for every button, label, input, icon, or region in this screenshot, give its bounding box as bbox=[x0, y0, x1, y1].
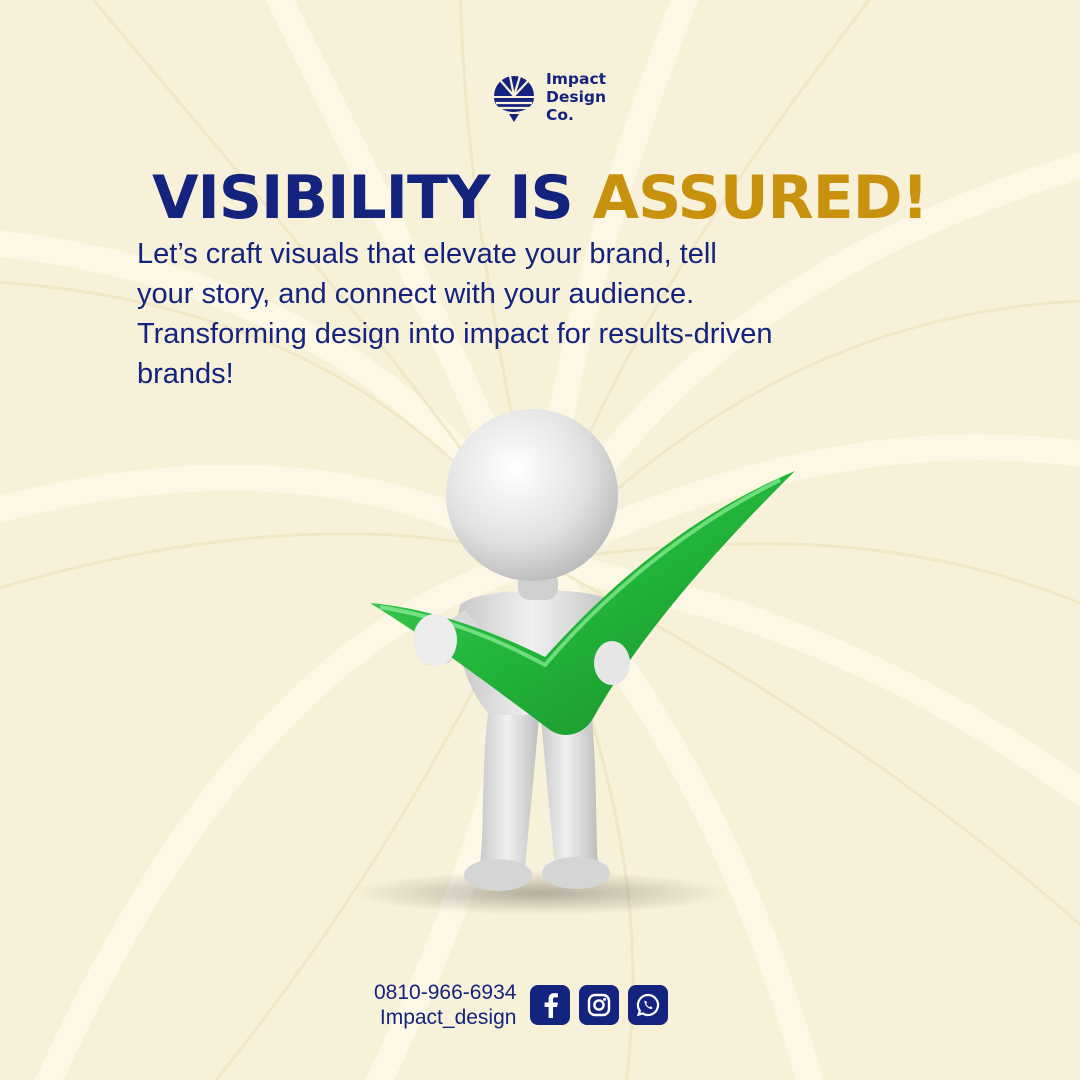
right-leg bbox=[540, 695, 598, 867]
logo-line-1: Impact bbox=[546, 70, 607, 88]
body-line-4: brands! bbox=[137, 358, 234, 390]
logo-line-3: Co. bbox=[546, 106, 574, 124]
headline-part-1: VISIBILITY IS bbox=[152, 163, 574, 233]
right-foot bbox=[542, 857, 610, 889]
body-copy: Let’s craft visuals that elevate your br… bbox=[137, 234, 937, 394]
whatsapp-icon[interactable] bbox=[628, 985, 669, 1025]
social-icons bbox=[530, 985, 669, 1025]
left-foot bbox=[464, 859, 532, 891]
brand-logo: Impact Design Co. bbox=[490, 66, 606, 126]
body-line-3: Transforming design into impact for resu… bbox=[137, 318, 773, 350]
logo-wordmark: Impact Design Co. bbox=[546, 70, 606, 124]
headline-part-2: ASSURED! bbox=[592, 163, 929, 233]
social-handle: Impact_design bbox=[379, 1006, 517, 1029]
right-hand bbox=[594, 641, 630, 685]
body-line-2: your story, and connect with your audien… bbox=[137, 278, 695, 310]
head bbox=[446, 409, 618, 581]
instagram-icon[interactable] bbox=[579, 985, 620, 1025]
left-leg bbox=[480, 695, 540, 867]
left-hand bbox=[413, 614, 457, 666]
sunburst-logo-icon bbox=[494, 75, 534, 122]
body-line-1: Let’s craft visuals that elevate your br… bbox=[137, 238, 717, 270]
checkmark-shape bbox=[370, 471, 795, 735]
figure-with-checkmark-illustration bbox=[350, 409, 795, 915]
headline: VISIBILITY IS ASSURED! bbox=[0, 166, 1080, 230]
phone-number: 0810-966-6934 bbox=[374, 981, 517, 1004]
footer-contact: 0810-966-6934 Impact_design bbox=[374, 980, 669, 1030]
facebook-icon[interactable] bbox=[530, 985, 571, 1025]
ground-shadow bbox=[350, 871, 730, 915]
logo-line-2: Design bbox=[546, 88, 607, 106]
contact-info: 0810-966-6934 Impact_design bbox=[374, 980, 516, 1030]
